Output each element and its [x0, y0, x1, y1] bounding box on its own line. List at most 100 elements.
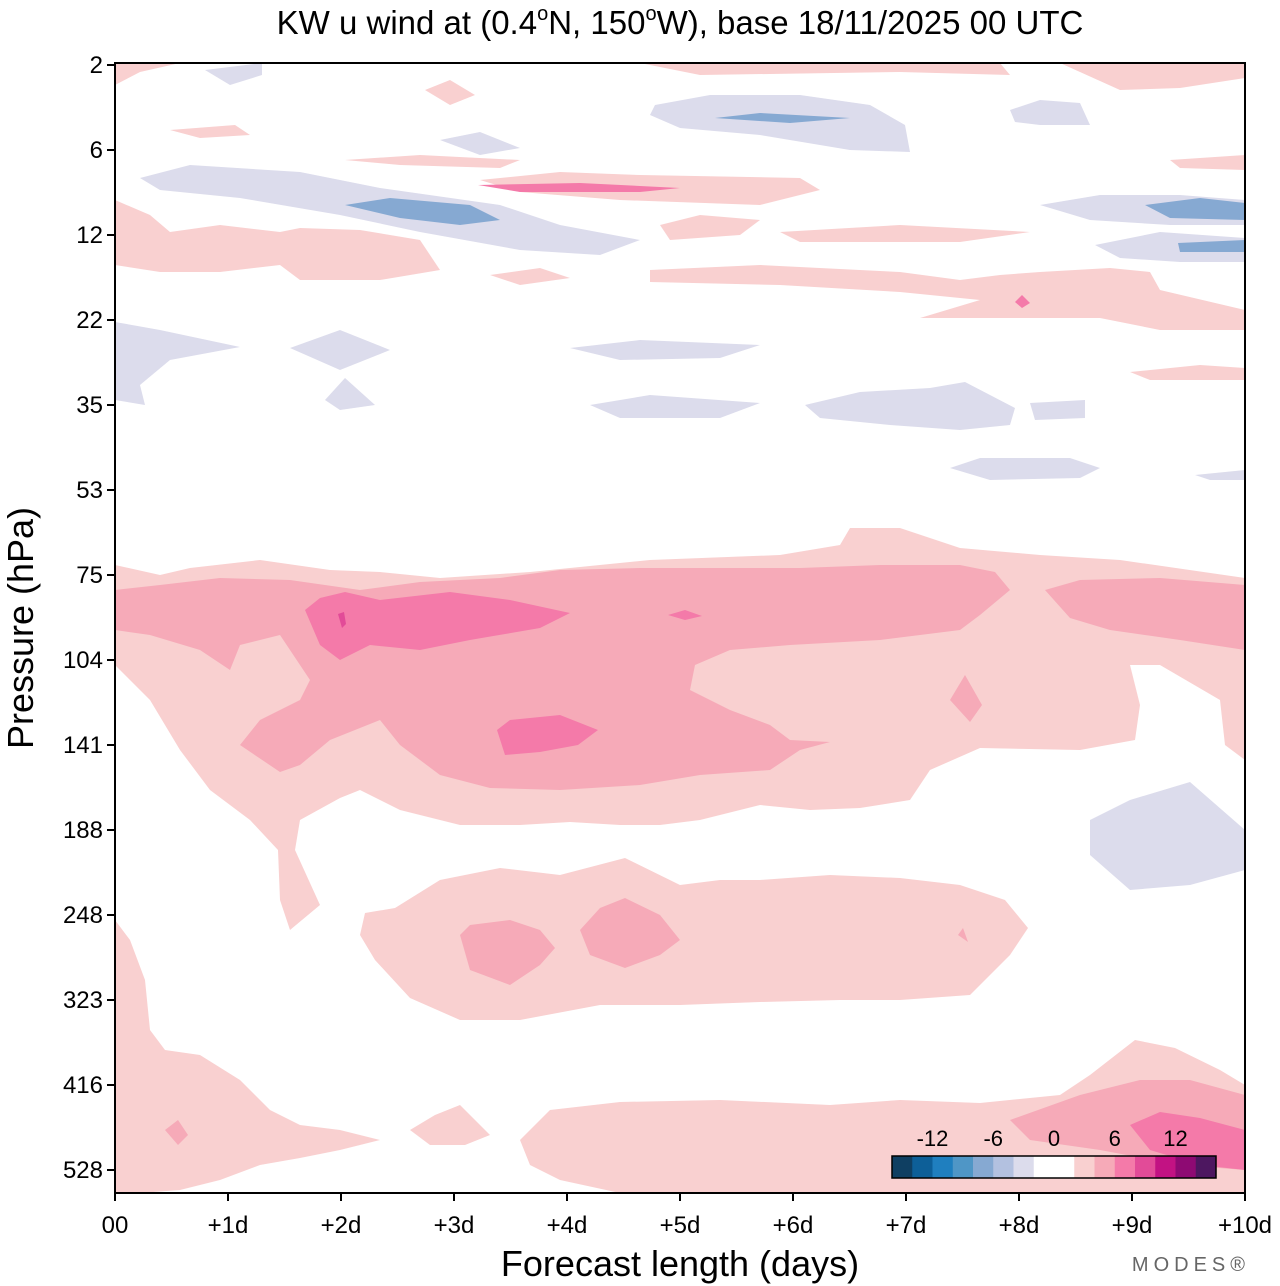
y-axis: 2 6 12 22 35 53 75 104 141 188 248 323 416 528 [63, 52, 115, 1184]
y-tick-label: 35 [76, 392, 103, 419]
colorbar-swatch [1033, 1156, 1055, 1178]
colorbar-tick-label: 6 [1109, 1126, 1121, 1151]
colorbar-tick-label: 12 [1163, 1126, 1187, 1151]
contour-neg-upper-5 [1095, 232, 1245, 262]
colorbar-swatch [1074, 1156, 1095, 1178]
contour-pos-medium-5 [580, 898, 680, 968]
colorbar-swatch [1054, 1156, 1075, 1178]
colorbar-tick-label: 0 [1048, 1126, 1060, 1151]
contour-neg-mid-9 [1195, 470, 1245, 480]
colorbar-swatch [952, 1156, 974, 1178]
contour-pos-medium-4 [460, 920, 555, 985]
y-tick-label: 6 [90, 137, 103, 164]
x-tick-label: 00 [102, 1212, 129, 1239]
y-tick-label: 416 [63, 1072, 103, 1099]
plot-area [114, 62, 1246, 1194]
colorbar-swatch [993, 1156, 1014, 1178]
contour-pos-strong-3 [668, 610, 702, 620]
colorbar-swatch [1013, 1156, 1035, 1178]
contour-neg-mid-8 [950, 458, 1100, 480]
contour-pos-lower-2 [410, 1105, 490, 1145]
x-tick-label: +9d [1112, 1212, 1153, 1239]
contour-pos-top-9 [115, 200, 440, 280]
colorbar-swatch [932, 1156, 954, 1178]
colorbar-swatch [1114, 1156, 1136, 1178]
colorbar-swatch [1155, 1156, 1176, 1178]
colorbar-tick-label: -12 [917, 1126, 949, 1151]
y-tick-label: 528 [63, 1157, 103, 1184]
contour-neg-upper-2 [650, 95, 910, 152]
contour-neg-mid-3 [570, 340, 760, 360]
colorbar: -12 -6 0 6 12 [891, 1126, 1217, 1179]
x-tick-label: +10d [1218, 1212, 1272, 1239]
contour-pos-medium-3 [950, 675, 982, 722]
contour-pos-strong-6 [1015, 295, 1030, 308]
x-axis: 00 +1d +2d +3d +4d +5d +6d +7d +8d +9d +10d [102, 1193, 1272, 1239]
contour-neg-mid-7 [1030, 400, 1085, 420]
contour-neg-upper-6 [440, 132, 520, 155]
x-tick-label: +5d [660, 1212, 701, 1239]
contour-neg-strong-2 [715, 113, 850, 123]
contour-neg-upper-3 [1010, 100, 1090, 125]
y-tick-label: 75 [76, 562, 103, 589]
x-tick-label: +6d [773, 1212, 814, 1239]
colorbar-swatch [1195, 1156, 1217, 1178]
y-tick-label: 53 [76, 477, 103, 504]
colorbar-swatch [973, 1156, 994, 1178]
contour-pos-top-14 [1130, 365, 1245, 380]
contour-pos-top-12 [490, 268, 570, 285]
colorbar-swatch [892, 1156, 913, 1178]
colorbar-swatch [1175, 1156, 1197, 1178]
contour-neg-mid-1 [115, 322, 240, 405]
contour-pos-max-1 [338, 612, 346, 628]
colorbar-swatch [1135, 1156, 1156, 1178]
y-tick-label: 188 [63, 817, 103, 844]
x-tick-label: +1d [208, 1212, 249, 1239]
contour-neg-mid-5 [590, 395, 760, 418]
y-tick-label: 12 [76, 222, 103, 249]
contour-neg-mid-6 [805, 382, 1015, 430]
contour-pos-top-10 [660, 215, 760, 240]
contour-neg-lower-1 [1090, 782, 1245, 890]
x-tick-label: +2d [321, 1212, 362, 1239]
contour-pos-top-3 [1060, 63, 1245, 90]
y-tick-label: 104 [63, 647, 103, 674]
contour-pos-strong-1 [305, 592, 570, 660]
contour-pos-top-8 [1170, 155, 1245, 170]
contour-pos-strong-5 [478, 183, 680, 192]
x-tick-label: +3d [434, 1212, 475, 1239]
colorbar-swatch [1094, 1156, 1116, 1178]
contour-neg-strong-1 [345, 198, 500, 225]
x-tick-label: +8d [999, 1212, 1040, 1239]
contour-pos-strong-2 [497, 715, 598, 755]
contour-neg-mid-2 [290, 330, 390, 370]
x-axis-label: Forecast length (days) [501, 1243, 859, 1284]
colorbar-tick-label: -6 [983, 1126, 1003, 1151]
contour-pos-lower-3 [520, 1040, 1245, 1193]
y-tick-label: 141 [63, 732, 103, 759]
y-tick-label: 248 [63, 902, 103, 929]
contour-neg-strong-4 [1178, 240, 1245, 252]
chart-title: KW u wind at (0.4oN, 150oW), base 18/11/… [277, 3, 1084, 41]
y-axis-label: Pressure (hPa) [0, 507, 41, 749]
contour-pos-top-6 [345, 155, 520, 168]
y-tick-label: 22 [76, 307, 103, 334]
contour-pos-medium-8 [958, 928, 968, 942]
contour-pos-top-2 [640, 63, 1010, 75]
brand-logo: MODES® [1132, 1254, 1250, 1276]
y-tick-label: 323 [63, 987, 103, 1014]
contour-pos-top-5 [170, 125, 250, 138]
x-tick-label: +7d [886, 1212, 927, 1239]
contour-neg-mid-4 [325, 378, 375, 410]
contour-pos-mid-1 [360, 858, 1028, 1020]
contour-pos-medium-2 [1045, 578, 1245, 650]
negative-anomaly-strong-layer [345, 113, 1245, 252]
contour-pos-top-1 [115, 63, 180, 85]
contour-pos-medium-7 [165, 1120, 188, 1145]
x-tick-label: +4d [547, 1212, 588, 1239]
colorbar-swatch [912, 1156, 933, 1178]
contour-pos-top-13 [650, 265, 1245, 330]
contour-neg-strong-3 [1145, 198, 1245, 220]
contour-pos-top-4 [425, 80, 475, 105]
